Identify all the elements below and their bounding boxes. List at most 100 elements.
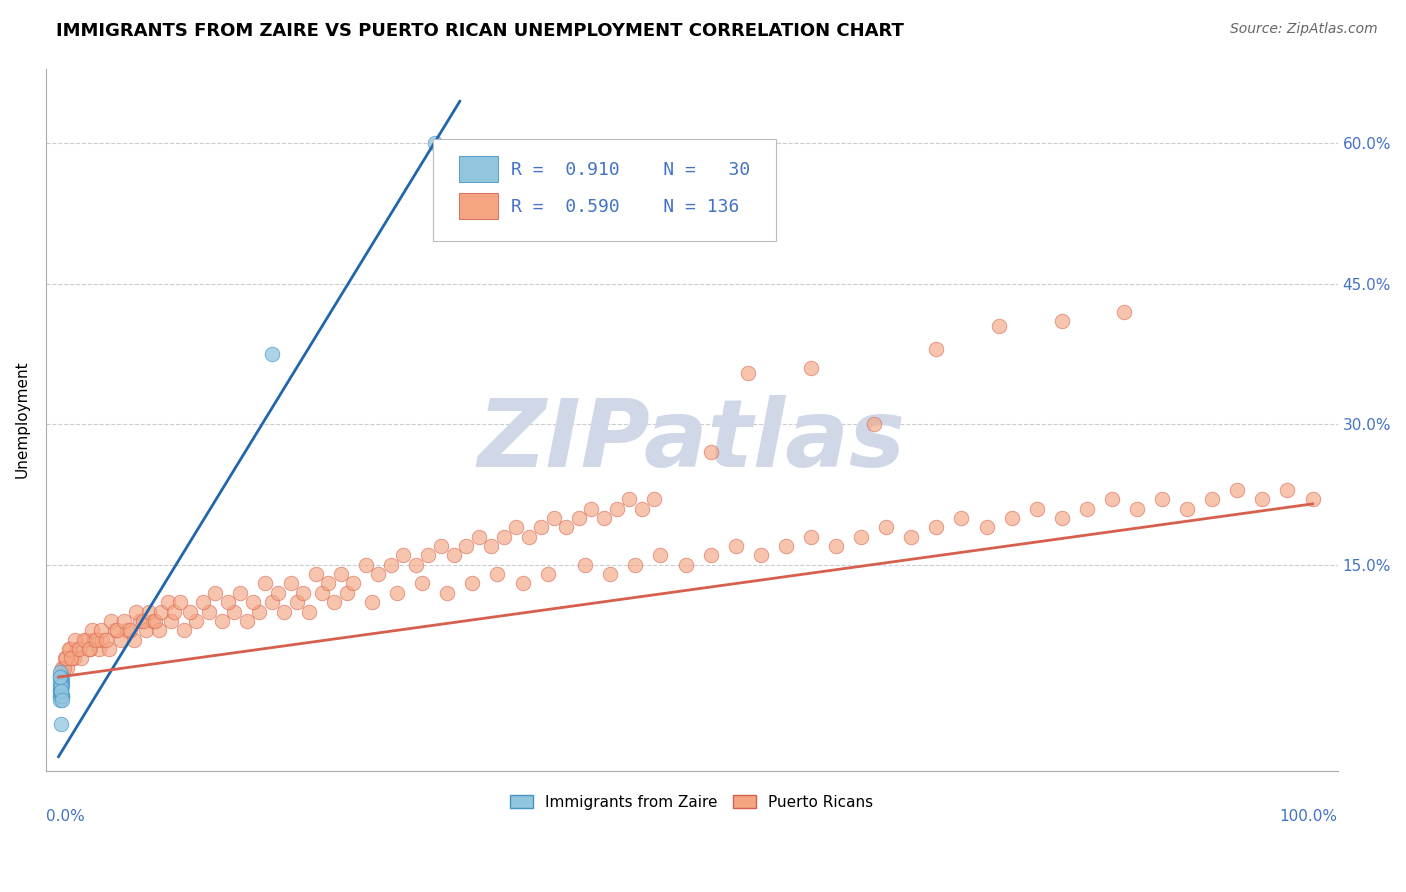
Point bbox=[380, 558, 402, 572]
Point bbox=[800, 530, 823, 544]
Point bbox=[49, 680, 72, 694]
Point bbox=[118, 624, 141, 638]
Point bbox=[222, 605, 245, 619]
Point bbox=[49, 670, 72, 684]
Point bbox=[599, 567, 621, 582]
Point bbox=[304, 567, 326, 582]
Point bbox=[204, 586, 226, 600]
Point bbox=[630, 501, 652, 516]
Point bbox=[361, 595, 384, 609]
Point bbox=[75, 632, 97, 647]
Point bbox=[543, 511, 565, 525]
Text: R =  0.910    N =   30: R = 0.910 N = 30 bbox=[510, 161, 751, 179]
Point bbox=[900, 530, 922, 544]
Y-axis label: Unemployment: Unemployment bbox=[15, 360, 30, 478]
Point bbox=[606, 501, 628, 516]
Point bbox=[97, 642, 120, 657]
Point bbox=[467, 530, 489, 544]
Point bbox=[1126, 501, 1149, 516]
Point bbox=[925, 343, 948, 357]
Point bbox=[51, 693, 73, 707]
Point bbox=[49, 689, 72, 703]
Point bbox=[643, 492, 665, 507]
Point bbox=[83, 632, 105, 647]
Point bbox=[51, 670, 73, 684]
Point bbox=[148, 624, 170, 638]
Point bbox=[143, 614, 166, 628]
Point bbox=[825, 539, 848, 553]
Point bbox=[173, 624, 195, 638]
Point bbox=[235, 614, 257, 628]
Point bbox=[90, 624, 112, 638]
Point bbox=[675, 558, 697, 572]
Point bbox=[624, 558, 647, 572]
Point bbox=[49, 674, 72, 689]
Point bbox=[60, 651, 83, 665]
Point bbox=[51, 674, 73, 689]
Point bbox=[117, 624, 139, 638]
Point bbox=[925, 520, 948, 534]
Point bbox=[131, 614, 153, 628]
Point bbox=[66, 642, 89, 657]
Point bbox=[1152, 492, 1174, 507]
Point bbox=[125, 605, 148, 619]
Point bbox=[163, 605, 186, 619]
Point bbox=[423, 136, 446, 151]
Point bbox=[367, 567, 389, 582]
Point bbox=[849, 530, 872, 544]
Point bbox=[79, 642, 101, 657]
Point bbox=[329, 567, 352, 582]
Point bbox=[260, 347, 283, 361]
Point bbox=[51, 680, 73, 694]
Point bbox=[49, 684, 72, 698]
Point bbox=[486, 567, 509, 582]
Point bbox=[100, 614, 122, 628]
Point bbox=[555, 520, 578, 534]
Point bbox=[354, 558, 377, 572]
Point bbox=[699, 549, 721, 563]
Point bbox=[292, 586, 315, 600]
Point bbox=[530, 520, 553, 534]
Point bbox=[179, 605, 201, 619]
Point bbox=[336, 586, 359, 600]
Point bbox=[198, 605, 221, 619]
Point bbox=[49, 684, 72, 698]
Point bbox=[800, 361, 823, 376]
Point bbox=[51, 661, 73, 675]
Point bbox=[62, 651, 84, 665]
Point bbox=[950, 511, 973, 525]
Point bbox=[298, 605, 321, 619]
Point bbox=[976, 520, 998, 534]
Point bbox=[517, 530, 540, 544]
Point bbox=[52, 661, 75, 675]
Point bbox=[392, 549, 415, 563]
Point bbox=[1226, 483, 1249, 497]
Point bbox=[96, 632, 118, 647]
Point bbox=[49, 717, 72, 731]
Text: Source: ZipAtlas.com: Source: ZipAtlas.com bbox=[1230, 22, 1378, 37]
Point bbox=[617, 492, 640, 507]
Point bbox=[160, 614, 183, 628]
Point bbox=[1101, 492, 1123, 507]
Point bbox=[77, 642, 100, 657]
Point bbox=[191, 595, 214, 609]
Point bbox=[186, 614, 208, 628]
Point bbox=[229, 586, 252, 600]
Point bbox=[72, 632, 94, 647]
Point bbox=[273, 605, 295, 619]
Point bbox=[988, 318, 1011, 333]
Point bbox=[411, 576, 433, 591]
Point bbox=[122, 632, 145, 647]
Text: ZIPatlas: ZIPatlas bbox=[478, 394, 905, 487]
Point bbox=[55, 651, 77, 665]
Point bbox=[737, 366, 759, 380]
Point bbox=[385, 586, 408, 600]
Point bbox=[49, 684, 72, 698]
Point bbox=[49, 689, 72, 703]
Point bbox=[574, 558, 596, 572]
Legend: Immigrants from Zaire, Puerto Ricans: Immigrants from Zaire, Puerto Ricans bbox=[505, 789, 880, 815]
Text: R =  0.590    N = 136: R = 0.590 N = 136 bbox=[510, 198, 740, 217]
Point bbox=[49, 665, 72, 680]
Point bbox=[49, 670, 72, 684]
Point bbox=[862, 417, 884, 432]
